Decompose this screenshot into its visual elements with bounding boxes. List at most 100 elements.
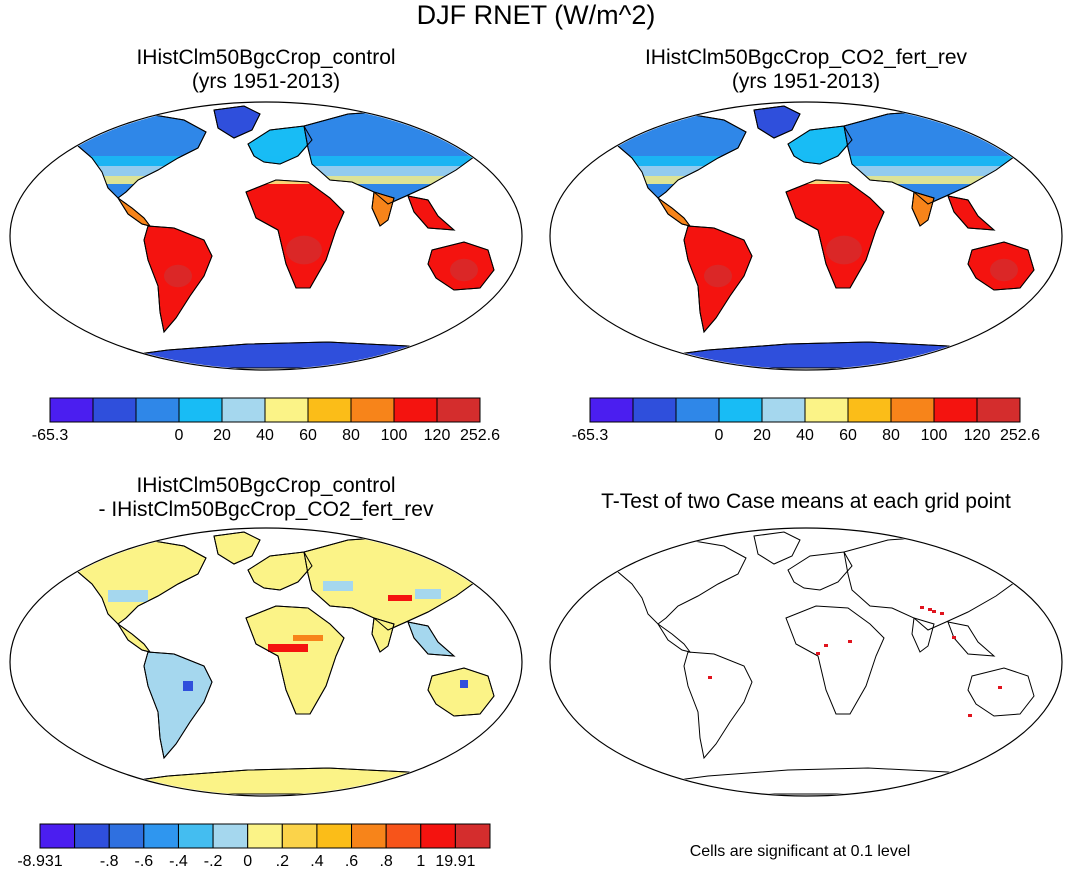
- colorbar-co2-tick-label: 0: [715, 427, 724, 444]
- panel-title-co2: IHistClm50BgcCrop_CO2_fert_rev (yrs 1951…: [556, 46, 1056, 94]
- panel-title-control-line1: IHistClm50BgcCrop_control: [136, 46, 396, 69]
- colorbar-co2-swatch: [890, 397, 935, 423]
- map-diff-anomaly-patch: [268, 644, 308, 652]
- colorbar-co2: -65.3 0 20 40 60 80 100 120 252.6: [572, 397, 1040, 444]
- colorbar-control-tick-label: 120: [424, 427, 451, 444]
- colorbar-control-swatch: [436, 397, 481, 423]
- map-diff-anomaly-patch: [415, 589, 441, 599]
- map-ttest-significant-cell: [848, 640, 852, 643]
- colorbar-diff-swatch: [351, 823, 387, 849]
- colorbar-diff-swatch: [281, 823, 318, 849]
- colorbar-diff-tick-label: 19.91: [435, 853, 475, 870]
- map-ttest: [549, 527, 1063, 797]
- colorbar-diff-swatch: [454, 823, 491, 849]
- map-ttest-significant-cell: [952, 636, 956, 639]
- colorbar-control-swatch: [178, 397, 223, 423]
- colorbar-co2-swatch: [761, 397, 806, 423]
- colorbar-control-swatch: [350, 397, 395, 423]
- colorbar-diff-swatch: [212, 823, 249, 849]
- colorbar-control-tick-label: 0: [175, 427, 184, 444]
- colorbar-diff-tick-label: -8.931: [17, 853, 62, 870]
- panel-title-co2-line1: IHistClm50BgcCrop_CO2_fert_rev: [644, 46, 968, 69]
- map-ttest-india-region: [911, 617, 935, 653]
- colorbar-co2-tick-label: 252.6: [1000, 427, 1040, 444]
- figure-title: DJF RNET (W/m^2): [416, 0, 656, 30]
- colorbar-diff-swatch: [420, 823, 456, 849]
- map-ttest-significant-cell: [940, 612, 944, 615]
- colorbar-diff-tick-label: .2: [276, 853, 289, 870]
- colorbar-diff-swatch: [74, 823, 110, 849]
- colorbar-co2-tick-label: 120: [964, 427, 991, 444]
- colorbar-co2-swatch: [976, 397, 1021, 423]
- map-co2-hot-core: [990, 258, 1018, 282]
- colorbar-diff-swatch: [143, 823, 179, 849]
- colorbar-co2-tick-label: -65.3: [572, 427, 609, 444]
- colorbar-control-swatch: [221, 397, 266, 423]
- colorbar-diff-tick-label: -.6: [135, 853, 154, 870]
- map-ttest-significant-cell: [932, 610, 936, 613]
- colorbar-diff-tick-label: -.8: [100, 853, 119, 870]
- panel-title-ttest-line1: T-Test of two Case means at each grid po…: [601, 490, 1011, 513]
- colorbar-co2-swatch: [632, 397, 677, 423]
- map-co2-hot-core: [826, 235, 862, 265]
- colorbar-co2-swatch: [675, 397, 720, 423]
- map-ttest-significant-cell: [708, 676, 712, 679]
- colorbar-diff-swatch: [108, 823, 145, 849]
- map-control-hot-core: [286, 235, 322, 265]
- map-ttest-greenland-region: [753, 531, 801, 565]
- colorbar-control-tick-label: 40: [256, 427, 274, 444]
- colorbar-control-tick-label: -65.3: [32, 427, 69, 444]
- map-difference: [9, 527, 523, 797]
- panel-title-diff: IHistClm50BgcCrop_control - IHistClm50Bg…: [16, 474, 516, 522]
- map-ttest-significant-cell: [968, 714, 972, 717]
- colorbar-co2-tick-label: 40: [796, 427, 814, 444]
- colorbar-control-swatch: [393, 397, 438, 423]
- map-ttest-significant-cell: [920, 606, 924, 609]
- colorbar-control-swatch: [92, 397, 137, 423]
- colorbar-diff-swatch: [39, 823, 76, 849]
- colorbar-co2-swatch: [847, 397, 892, 423]
- map-control-hot-core: [450, 258, 478, 282]
- map-ttest-significant-cell: [824, 644, 828, 647]
- colorbar-co2-tick-label: 60: [839, 427, 857, 444]
- colorbar-diff-tick-label: 1: [416, 853, 425, 870]
- colorbar-diff-swatch: [247, 823, 283, 849]
- panel-title-control: IHistClm50BgcCrop_control (yrs 1951-2013…: [16, 46, 516, 94]
- map-diff-anomaly-patch: [108, 590, 148, 602]
- map-ttest-australia-region: [967, 667, 1035, 717]
- map-co2-hot-core: [704, 264, 732, 288]
- significance-note: Cells are significant at 0.1 level: [689, 843, 911, 860]
- colorbar-diff-swatch: [316, 823, 353, 849]
- colorbar-control-tick-label: 252.6: [460, 427, 500, 444]
- colorbar-co2-swatch: [718, 397, 763, 423]
- colorbar-co2-swatch: [804, 397, 849, 423]
- map-ttest-europe-region: [787, 551, 853, 591]
- panel-title-co2-line2: (yrs 1951-2013): [731, 70, 881, 93]
- colorbar-diff-tick-label: 0: [243, 853, 252, 870]
- map-ttest-significant-cell: [816, 652, 820, 655]
- map-diff-anomaly-patch: [183, 681, 193, 691]
- colorbar-control-tick-label: 60: [299, 427, 317, 444]
- colorbar-co2-tick-label: 100: [921, 427, 948, 444]
- colorbar-control-swatch: [49, 397, 94, 423]
- colorbar-difference: -8.931 -.8 -.6 -.4 -.2 0 .2 .4 .6 .8 1 19.91: [17, 823, 491, 870]
- panel-title-control-line2: (yrs 1951-2013): [191, 70, 341, 93]
- colorbar-diff-tick-label: -.2: [204, 853, 223, 870]
- colorbar-control-swatch: [264, 397, 309, 423]
- map-diff-anomaly-patch: [293, 635, 323, 641]
- colorbar-co2-swatch: [589, 397, 634, 423]
- colorbar-diff-tick-label: -.4: [169, 853, 188, 870]
- map-control-hot-core: [164, 264, 192, 288]
- colorbar-diff-tick-label: .4: [310, 853, 323, 870]
- map-ttest-significant-cell: [928, 608, 932, 611]
- colorbar-co2-swatch: [933, 397, 978, 423]
- map-ttest-significant-cell: [998, 686, 1002, 689]
- map-diff-anomaly-patch: [388, 595, 412, 601]
- colorbar-diff-swatch: [385, 823, 422, 849]
- colorbar-co2-tick-label: 80: [882, 427, 900, 444]
- map-ttest-africa-region: [785, 605, 885, 715]
- colorbar-control-swatch: [307, 397, 352, 423]
- map-ttest-southAmerica-region: [683, 651, 753, 760]
- colorbar-control-tick-label: 20: [213, 427, 231, 444]
- colorbar-control-tick-label: 80: [342, 427, 360, 444]
